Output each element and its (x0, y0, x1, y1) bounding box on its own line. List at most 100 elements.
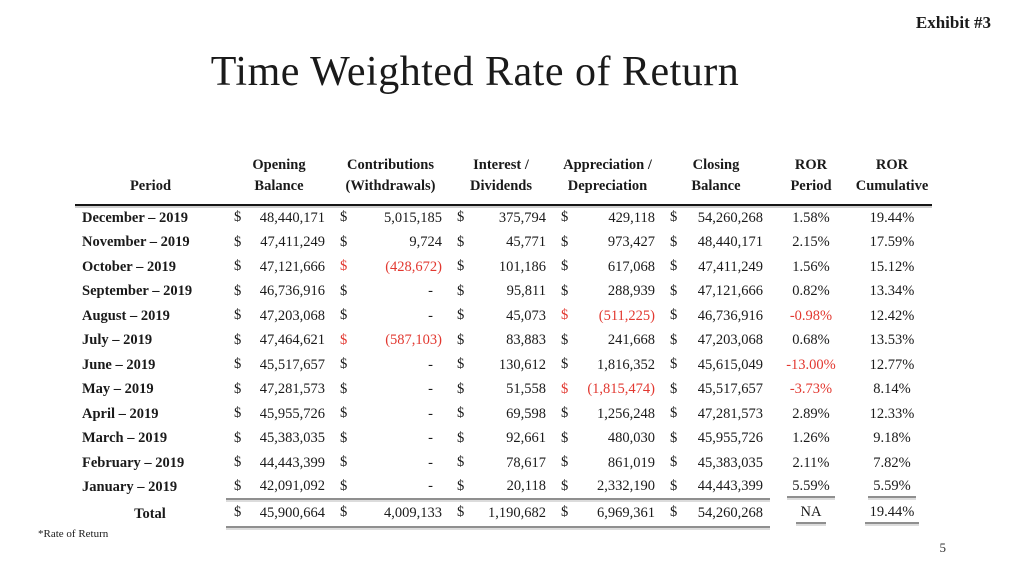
cell-ror-period: -3.73% (770, 378, 852, 403)
cell-ror-cumulative: 13.53% (852, 329, 932, 354)
dollar-sign: $ (457, 454, 465, 471)
appreciation-depreciation-value: 973,427 (607, 234, 655, 251)
dollar-sign: $ (561, 477, 569, 494)
header-line: Dividends (469, 178, 533, 194)
cell-period: February – 2019 (82, 454, 185, 471)
cell-contributions: $4,009,133 (332, 500, 449, 528)
dollar-sign: $ (340, 429, 348, 446)
table-row: August – 2019 $47,203,068 $ - $45,073 $ (511,2… (75, 304, 932, 329)
cell-contributions: $ - (332, 353, 449, 378)
opening-balance-value: 47,411,249 (260, 234, 325, 251)
cell-period: April – 2019 (82, 405, 159, 422)
cell-ror-cumulative: 8.14% (852, 378, 932, 403)
dollar-sign: $ (457, 380, 465, 397)
cell-ror-period: 1.56% (770, 255, 852, 280)
dollar-sign: $ (457, 331, 465, 348)
table-row: December – 2019 $48,440,171 $5,015,185 $375… (75, 206, 932, 231)
contributions-value: (587,103) (385, 332, 442, 349)
cell-closing-balance: $45,615,049 (662, 353, 770, 378)
dollar-sign: $ (340, 405, 348, 422)
ror-period-value: 2.11% (792, 454, 830, 471)
appreciation-depreciation-value: 6,969,361 (597, 504, 655, 521)
cell-contributions: $ (587,103) (332, 329, 449, 354)
cell-contributions: $ - (332, 402, 449, 427)
dollar-sign: $ (234, 233, 242, 250)
cell-contributions: $ - (332, 476, 449, 500)
appreciation-depreciation-value: 617,068 (607, 258, 655, 275)
opening-balance-value: 47,464,621 (259, 332, 325, 349)
dollar-sign: $ (340, 504, 348, 521)
cell-contributions: $ - (332, 451, 449, 476)
cell-opening-balance: $46,736,916 (226, 280, 332, 305)
header-line: Balance (254, 178, 304, 194)
ror-table: Period Opening Balance Contributions (Wi… (75, 150, 932, 528)
closing-balance-value: 47,121,666 (697, 283, 763, 300)
cell-opening-balance: $47,411,249 (226, 231, 332, 256)
cell-period: March – 2019 (82, 430, 168, 447)
contributions-value: - (428, 307, 433, 324)
ror-cumulative-value: 17.59% (869, 234, 915, 251)
cell-appreciation-depreciation: $ (511,225) (553, 304, 662, 329)
cell-ror-cumulative: 12.42% (852, 304, 932, 329)
cell-closing-balance: $45,955,726 (662, 427, 770, 452)
header-opening-balance: Opening Balance (226, 150, 332, 206)
interest-dividends-value: 69,598 (506, 405, 546, 422)
cell-interest-dividends: $51,558 (449, 378, 553, 403)
contributions-value: 5,015,185 (384, 209, 442, 226)
dollar-sign: $ (457, 504, 465, 521)
opening-balance-value: 45,900,664 (259, 504, 325, 521)
dollar-sign: $ (670, 282, 678, 299)
cell-ror-period: -0.98% (770, 304, 852, 329)
cell-ror-period: -13.00% (770, 353, 852, 378)
contributions-value: 4,009,133 (384, 504, 442, 521)
closing-balance-value: 46,736,916 (697, 307, 763, 324)
ror-period-value: 2.89% (792, 405, 830, 422)
interest-dividends-value: 130,612 (498, 356, 546, 373)
page-title: Time Weighted Rate of Return (210, 49, 740, 95)
header-line: (Withdrawals) (345, 178, 436, 194)
appreciation-depreciation-value: 861,019 (607, 454, 655, 471)
dollar-sign: $ (234, 258, 242, 275)
cell-ror-cumulative: 19.44% (852, 206, 932, 231)
dollar-sign: $ (670, 331, 678, 348)
dollar-sign: $ (234, 429, 242, 446)
cell-closing-balance: $47,203,068 (662, 329, 770, 354)
dollar-sign: $ (340, 380, 348, 397)
appreciation-depreciation-value: 241,668 (607, 332, 655, 349)
closing-balance-value: 45,383,035 (697, 454, 763, 471)
cell-interest-dividends: $92,661 (449, 427, 553, 452)
cell-closing-balance: $45,517,657 (662, 378, 770, 403)
cell-contributions: $9,724 (332, 231, 449, 256)
dollar-sign: $ (670, 380, 678, 397)
cell-closing-balance: $54,260,268 (662, 206, 770, 231)
cell-ror-cumulative: 12.77% (852, 353, 932, 378)
dollar-sign: $ (457, 429, 465, 446)
header-line: Cumulative (855, 178, 929, 194)
interest-dividends-value: 83,883 (506, 332, 546, 349)
cell-opening-balance: $47,203,068 (226, 304, 332, 329)
cell-appreciation-depreciation: $288,939 (553, 280, 662, 305)
opening-balance-value: 47,281,573 (259, 381, 325, 398)
cell-closing-balance: $45,383,035 (662, 451, 770, 476)
cell-period: June – 2019 (82, 356, 156, 373)
dollar-sign: $ (234, 405, 242, 422)
dollar-sign: $ (561, 454, 569, 471)
ror-cumulative-value: 8.14% (873, 381, 911, 398)
ror-period-value: 0.68% (792, 332, 830, 349)
cell-appreciation-depreciation: $973,427 (553, 231, 662, 256)
dollar-sign: $ (457, 233, 465, 250)
ror-period-value: -13.00% (786, 356, 836, 373)
dollar-sign: $ (670, 356, 678, 373)
header-line: Depreciation (567, 178, 648, 194)
interest-dividends-value: 78,617 (506, 454, 546, 471)
cell-ror-cumulative: 13.34% (852, 280, 932, 305)
cell-interest-dividends: $78,617 (449, 451, 553, 476)
cell-closing-balance: $47,121,666 (662, 280, 770, 305)
header-line: Contributions (346, 157, 435, 173)
ror-cumulative-value: 9.18% (873, 430, 911, 447)
closing-balance-value: 45,615,049 (697, 356, 763, 373)
cell-ror-cumulative: 7.82% (852, 451, 932, 476)
dollar-sign: $ (561, 405, 569, 422)
total-row: Total $45,900,664 $4,009,133 $1,190,682 $6,9… (75, 500, 932, 528)
cell-contributions: $ - (332, 280, 449, 305)
